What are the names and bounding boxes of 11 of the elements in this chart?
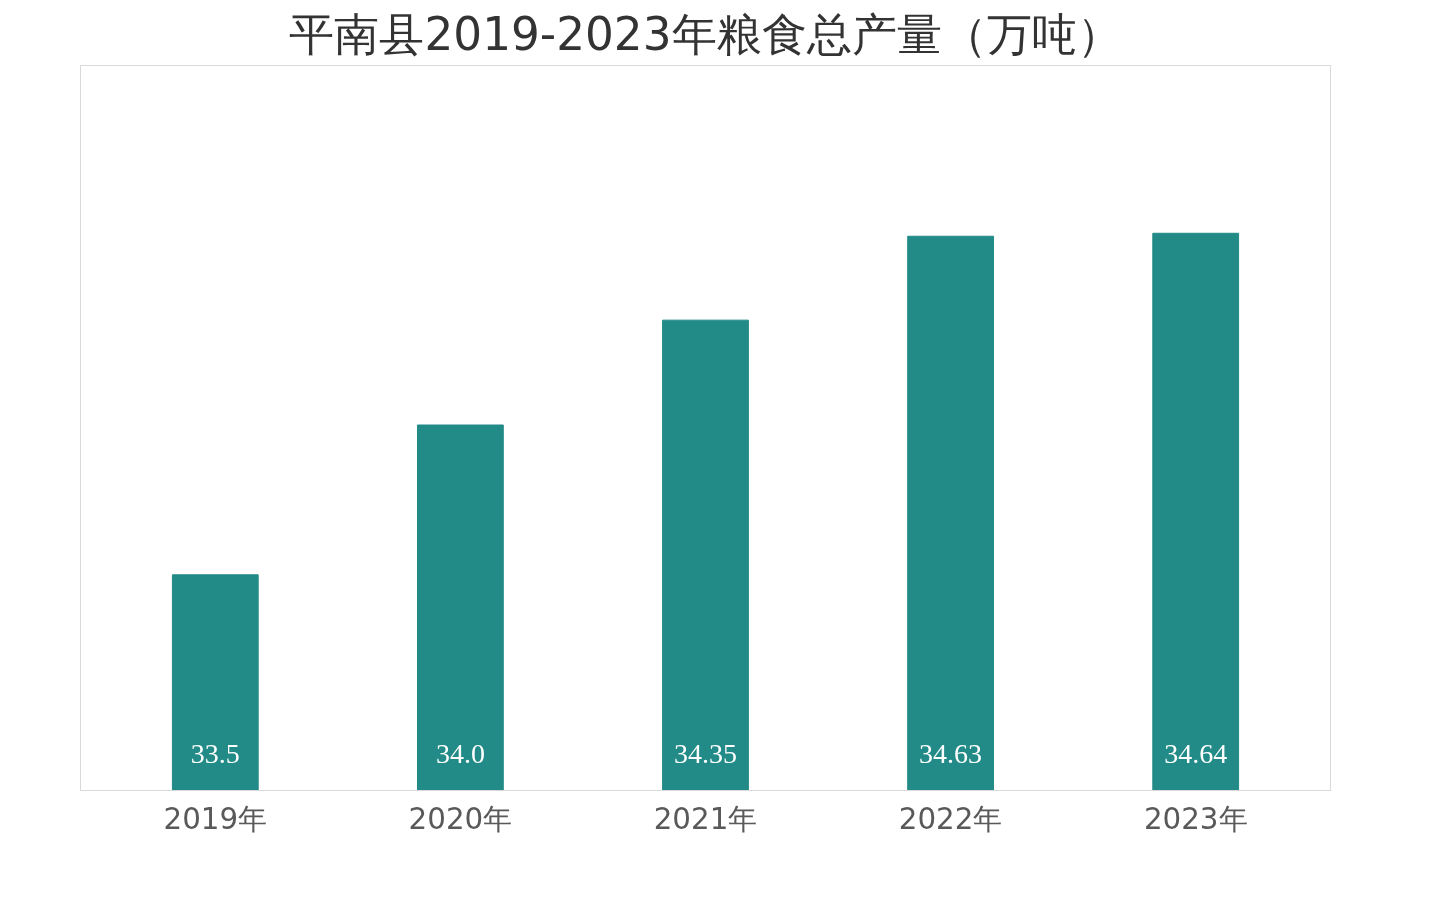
data-label: 34.0 bbox=[435, 737, 485, 769]
x-tick-label: 2019年 bbox=[163, 801, 268, 836]
data-label: 34.63 bbox=[919, 737, 983, 769]
x-tick-label: 2020年 bbox=[408, 801, 513, 836]
data-label: 33.5 bbox=[190, 737, 240, 769]
x-tick-label: 2022年 bbox=[898, 801, 1003, 836]
x-tick-label: 2023年 bbox=[1143, 801, 1248, 836]
data-label: 34.64 bbox=[1164, 737, 1228, 769]
x-tick-label: 2021年 bbox=[653, 801, 758, 836]
data-label: 34.35 bbox=[674, 737, 737, 769]
chart-title: 平南县2019-2023年粮食总产量（万吨） bbox=[289, 7, 1122, 61]
